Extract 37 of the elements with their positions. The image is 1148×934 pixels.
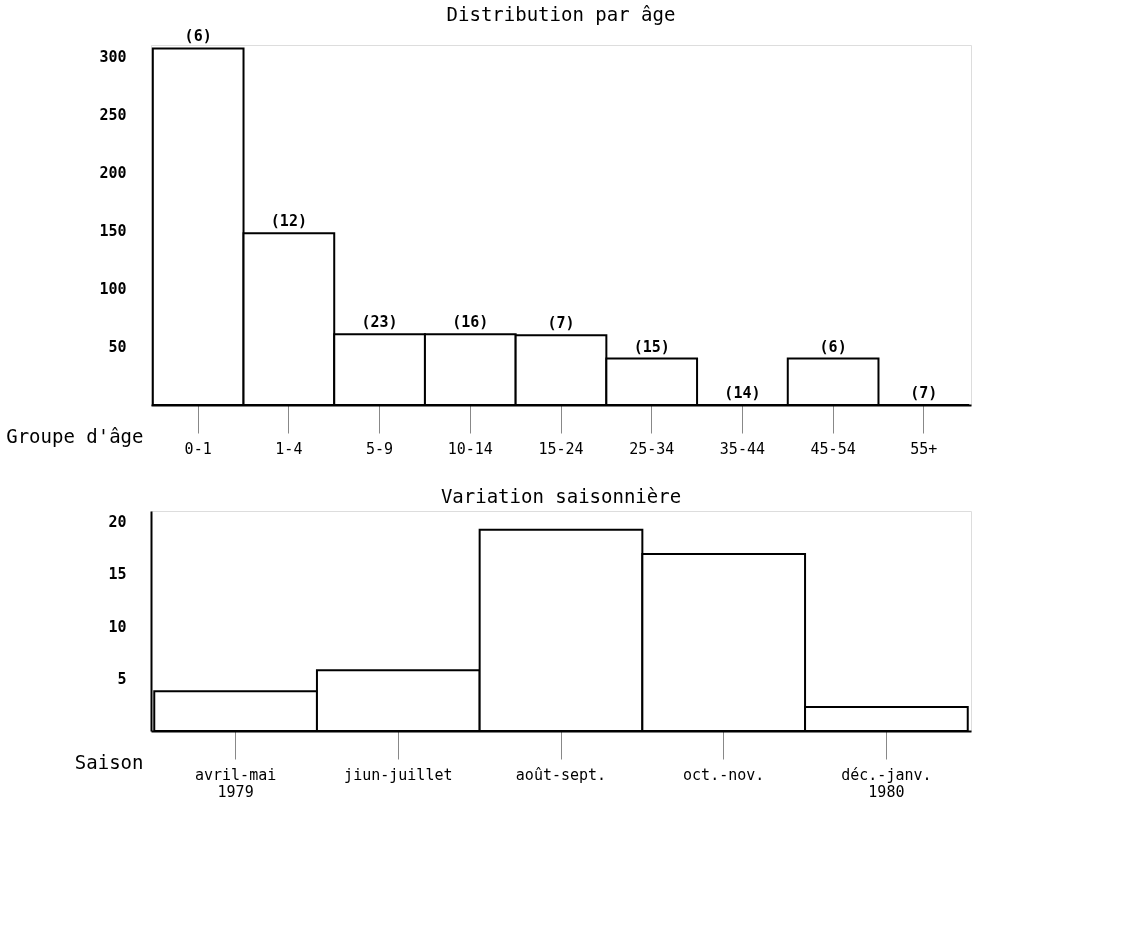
annotation: (16) — [452, 313, 489, 332]
annotation: (7) — [547, 314, 575, 333]
x-tick-label: 10-14 — [447, 439, 493, 458]
x-tick-label: avril-mai 1979 — [194, 765, 277, 801]
y-tick-label: 10 — [108, 617, 127, 636]
annotation: (12) — [270, 212, 307, 231]
annotation: (23) — [361, 313, 398, 332]
x-tick-label: 1-4 — [275, 439, 303, 458]
x-tick-label: 55+ — [910, 439, 938, 458]
x-tick-label: oct.-nov. — [683, 765, 765, 784]
chart-title: Variation saisonnière — [440, 485, 682, 507]
annotation: (6) — [184, 27, 212, 46]
chart-title: Distribution par âge — [446, 3, 676, 26]
x-tick-label: août-sept. — [515, 765, 607, 784]
annotation: (7) — [910, 384, 938, 402]
annotation: (15) — [633, 337, 670, 356]
y-tick-label: 15 — [108, 565, 127, 584]
x-tick-label: 35-44 — [719, 439, 765, 458]
y-tick-label: 100 — [99, 280, 127, 299]
x-tick-label: 45-54 — [810, 439, 856, 458]
y-tick-label: 300 — [99, 48, 127, 67]
x-tick-label: 25-34 — [629, 439, 675, 458]
x-tick-label: 0-1 — [184, 439, 212, 458]
y-tick-label: 20 — [108, 512, 127, 531]
x-tick-label: déc.-janv. 1980 — [841, 765, 932, 801]
y-tick-label: 200 — [99, 164, 127, 183]
x-tick-label: 15-24 — [538, 439, 584, 458]
x-axis-title: Groupe d'âge — [6, 424, 144, 447]
y-tick-label: 150 — [99, 222, 127, 241]
x-tick-label: jiun-juillet — [344, 765, 453, 784]
y-tick-label: 250 — [99, 106, 127, 125]
x-tick-label: 5-9 — [366, 439, 394, 458]
y-tick-label: 5 — [117, 670, 127, 689]
x-axis-title: Saison — [74, 750, 144, 773]
annotation: (14) — [724, 384, 761, 402]
annotation: (6) — [819, 337, 847, 356]
y-tick-label: 50 — [108, 338, 127, 357]
